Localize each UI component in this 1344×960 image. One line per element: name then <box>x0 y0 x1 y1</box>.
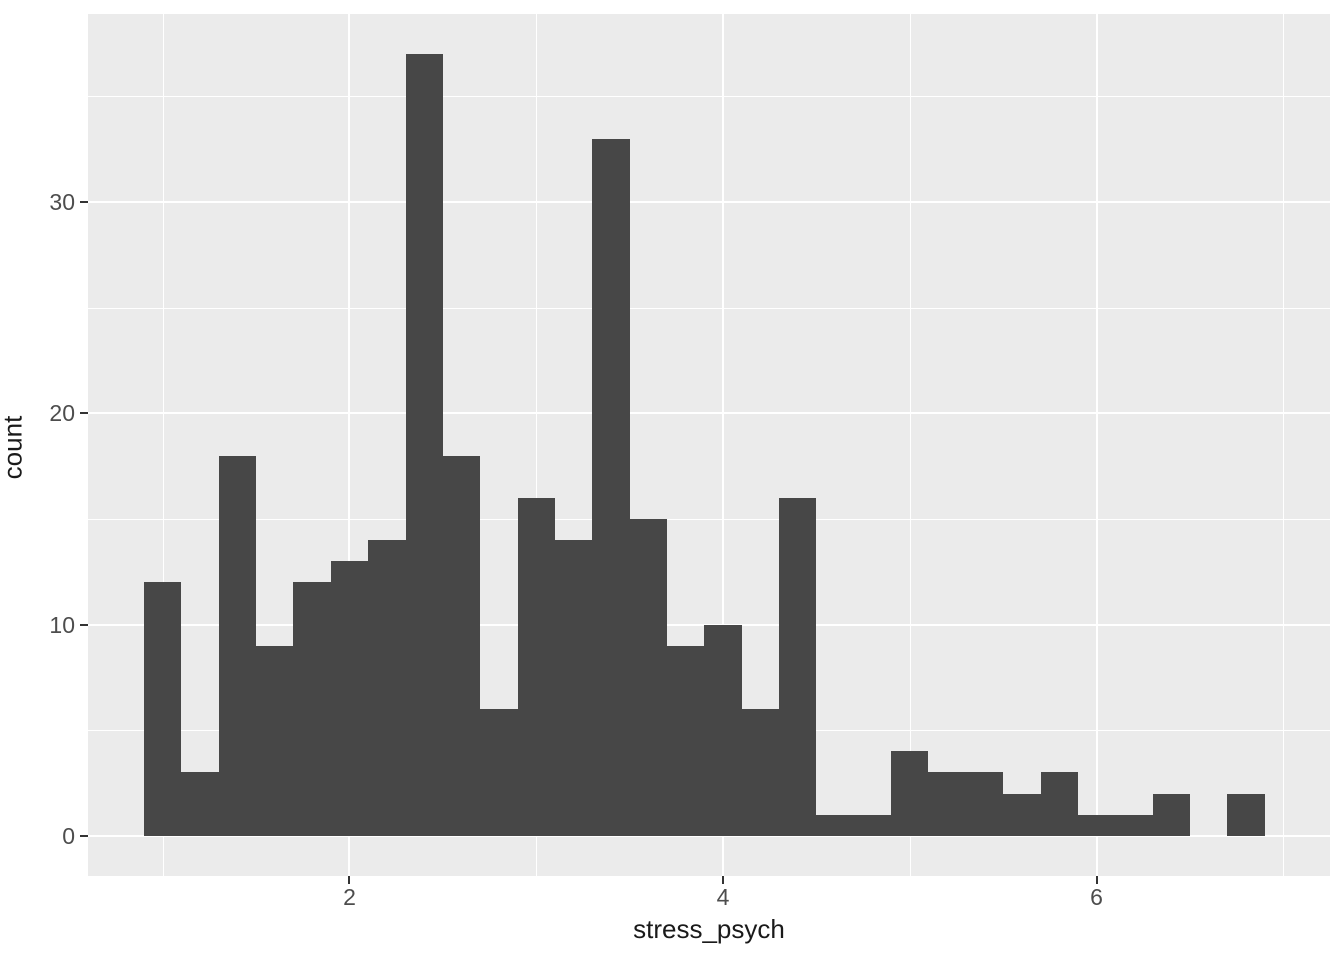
histogram-bar <box>293 582 331 836</box>
y-tick-label: 30 <box>49 189 75 216</box>
y-axis-title: count <box>0 415 28 480</box>
histogram-bar <box>854 814 891 836</box>
histogram-bar <box>966 772 1003 836</box>
y-tick-label: 10 <box>49 611 75 638</box>
histogram-bar <box>667 645 704 836</box>
y-tick-label: 20 <box>49 400 75 427</box>
gridline-minor-y <box>88 308 1330 309</box>
histogram-bar <box>219 455 256 836</box>
histogram-bar <box>816 814 854 836</box>
x-tick-mark <box>348 876 351 884</box>
gridline-major-y <box>88 835 1330 837</box>
gridline-minor-x <box>910 14 911 876</box>
plot-panel <box>88 14 1330 876</box>
histogram-bar <box>144 582 181 836</box>
gridline-major-y <box>88 412 1330 414</box>
histogram-bar <box>1153 793 1190 836</box>
histogram-bar <box>331 561 368 836</box>
gridline-major-y <box>88 201 1330 203</box>
gridline-major-x <box>1096 14 1098 876</box>
x-tick-label: 4 <box>716 884 730 910</box>
histogram-bar <box>256 645 293 836</box>
histogram-bar <box>1115 814 1153 836</box>
y-tick-label: 0 <box>62 822 75 849</box>
histogram-bar <box>1041 772 1078 836</box>
y-tick-mark <box>80 834 88 837</box>
x-tick-mark <box>1095 876 1098 884</box>
gridline-minor-y <box>88 96 1330 97</box>
y-tick-mark <box>80 201 88 204</box>
histogram-bar <box>742 709 779 836</box>
histogram-bar <box>592 138 630 836</box>
x-tick-mark <box>722 876 724 884</box>
x-axis-title: stress_psych <box>633 914 785 944</box>
histogram-bar <box>555 540 592 836</box>
y-tick-mark <box>80 623 88 626</box>
histogram-bar <box>891 751 928 836</box>
histogram-bar <box>1227 793 1265 836</box>
gridline-minor-x <box>1283 14 1284 876</box>
histogram-bar <box>630 518 667 836</box>
histogram-bar <box>779 497 816 836</box>
histogram-bar <box>518 497 555 836</box>
gridline-major-x <box>722 14 724 876</box>
gridline-minor-x <box>163 14 164 876</box>
histogram-bar <box>443 455 480 836</box>
histogram-bar <box>480 709 518 836</box>
x-tick-label: 6 <box>1090 884 1103 910</box>
gridline-minor-y <box>88 519 1330 520</box>
gridline-major-x <box>348 14 350 876</box>
y-tick-mark <box>80 412 88 415</box>
histogram-bar <box>1003 793 1041 836</box>
histogram-bar <box>1078 814 1115 836</box>
histogram-bar <box>928 772 966 836</box>
histogram-bar <box>181 772 219 836</box>
x-tick-label: 2 <box>343 884 356 910</box>
histogram-bar <box>704 624 742 836</box>
gridline-minor-x <box>536 14 537 876</box>
histogram-bar <box>368 540 406 836</box>
histogram-bar <box>406 54 443 836</box>
